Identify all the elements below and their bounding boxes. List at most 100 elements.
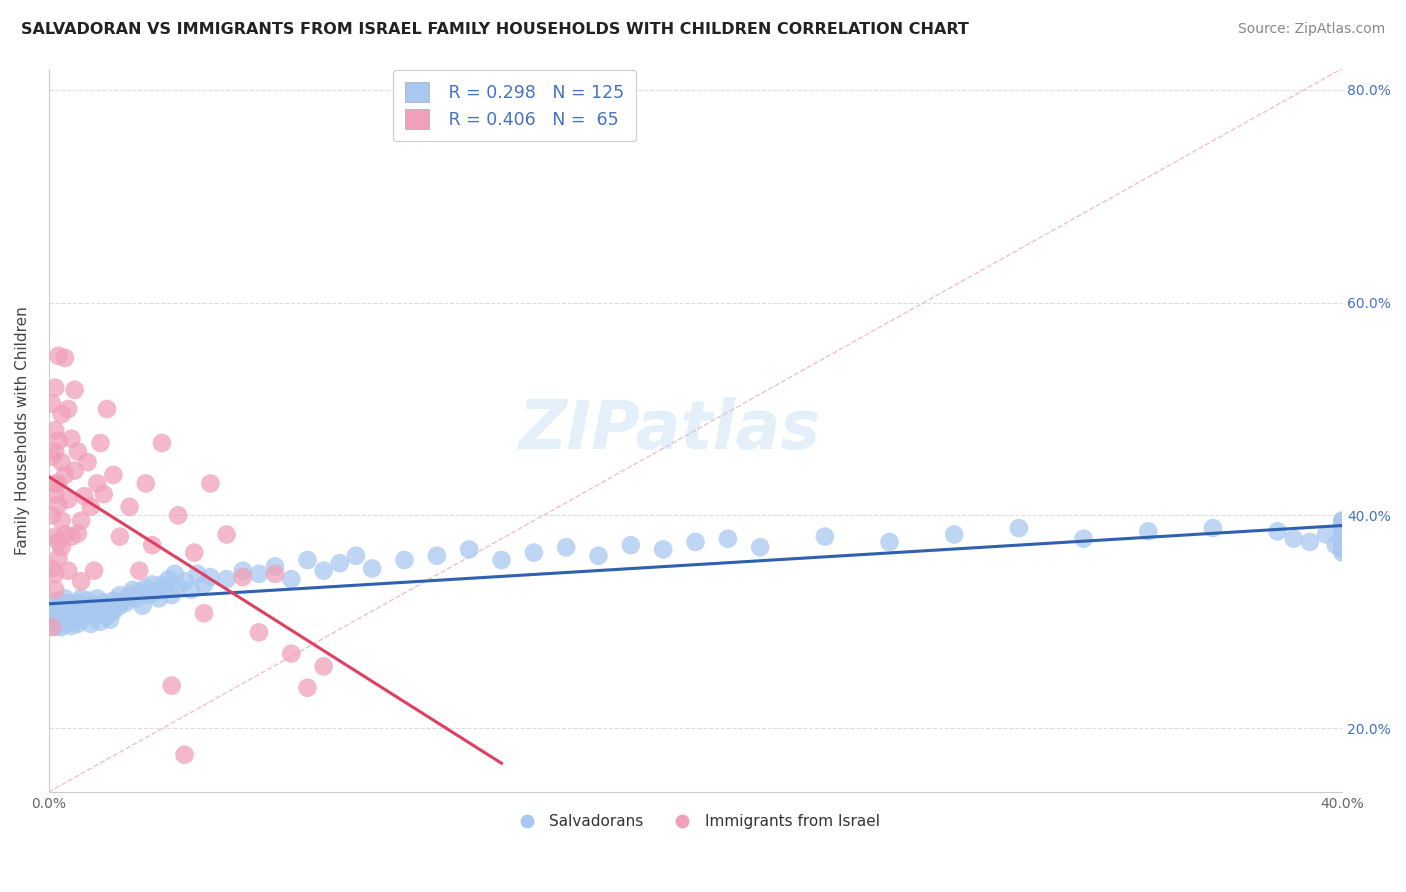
Point	[1202, 521, 1225, 535]
Point	[48, 535, 70, 549]
Point	[118, 588, 141, 602]
Point	[53, 467, 76, 482]
Point	[1331, 530, 1354, 544]
Point	[1324, 538, 1347, 552]
Point	[44, 609, 66, 624]
Point	[215, 572, 238, 586]
Point	[135, 581, 157, 595]
Text: Source: ZipAtlas.com: Source: ZipAtlas.com	[1237, 22, 1385, 37]
Point	[70, 613, 93, 627]
Point	[193, 606, 215, 620]
Point	[86, 602, 108, 616]
Point	[200, 570, 222, 584]
Point	[141, 577, 163, 591]
Point	[96, 609, 118, 624]
Point	[555, 541, 578, 555]
Point	[1331, 521, 1354, 535]
Point	[1137, 524, 1160, 539]
Point	[749, 541, 772, 555]
Point	[41, 508, 63, 523]
Point	[60, 619, 83, 633]
Point	[183, 545, 205, 559]
Point	[1331, 541, 1354, 555]
Point	[60, 432, 83, 446]
Point	[76, 593, 98, 607]
Point	[41, 561, 63, 575]
Point	[51, 609, 73, 624]
Point	[63, 383, 86, 397]
Point	[63, 604, 86, 618]
Point	[80, 500, 103, 514]
Point	[44, 566, 66, 581]
Point	[163, 566, 186, 581]
Point	[56, 602, 79, 616]
Point	[86, 476, 108, 491]
Point	[1331, 519, 1354, 533]
Point	[73, 489, 96, 503]
Point	[1299, 535, 1322, 549]
Point	[66, 616, 89, 631]
Point	[128, 564, 150, 578]
Point	[98, 602, 121, 616]
Point	[173, 574, 195, 589]
Point	[56, 613, 79, 627]
Point	[66, 526, 89, 541]
Point	[53, 527, 76, 541]
Point	[105, 596, 128, 610]
Point	[66, 596, 89, 610]
Point	[943, 527, 966, 541]
Point	[620, 538, 643, 552]
Point	[63, 464, 86, 478]
Point	[83, 599, 105, 613]
Point	[51, 514, 73, 528]
Point	[1331, 535, 1354, 549]
Point	[138, 588, 160, 602]
Point	[312, 659, 335, 673]
Point	[83, 609, 105, 624]
Point	[1282, 532, 1305, 546]
Point	[1331, 527, 1354, 541]
Point	[63, 615, 86, 629]
Point	[96, 599, 118, 613]
Point	[145, 585, 167, 599]
Point	[108, 599, 131, 613]
Point	[51, 599, 73, 613]
Point	[193, 577, 215, 591]
Point	[48, 498, 70, 512]
Point	[1331, 538, 1354, 552]
Point	[1073, 532, 1095, 546]
Point	[56, 401, 79, 416]
Point	[150, 436, 173, 450]
Point	[56, 564, 79, 578]
Point	[93, 606, 115, 620]
Point	[80, 606, 103, 620]
Point	[70, 514, 93, 528]
Point	[44, 582, 66, 597]
Point	[247, 625, 270, 640]
Point	[160, 588, 183, 602]
Point	[1331, 516, 1354, 531]
Point	[44, 530, 66, 544]
Point	[879, 535, 901, 549]
Point	[41, 397, 63, 411]
Point	[48, 476, 70, 491]
Point	[1331, 542, 1354, 557]
Point	[48, 593, 70, 607]
Point	[41, 615, 63, 629]
Point	[280, 647, 302, 661]
Point	[103, 604, 125, 618]
Point	[426, 549, 449, 563]
Point	[1331, 514, 1354, 528]
Point	[180, 582, 202, 597]
Point	[150, 577, 173, 591]
Point	[41, 604, 63, 618]
Text: ZIPatlas: ZIPatlas	[519, 397, 821, 463]
Point	[264, 559, 287, 574]
Point	[1331, 524, 1354, 539]
Y-axis label: Family Households with Children: Family Households with Children	[15, 306, 30, 555]
Point	[53, 616, 76, 631]
Point	[44, 444, 66, 458]
Point	[76, 604, 98, 618]
Text: SALVADORAN VS IMMIGRANTS FROM ISRAEL FAMILY HOUSEHOLDS WITH CHILDREN CORRELATION: SALVADORAN VS IMMIGRANTS FROM ISRAEL FAM…	[21, 22, 969, 37]
Point	[652, 542, 675, 557]
